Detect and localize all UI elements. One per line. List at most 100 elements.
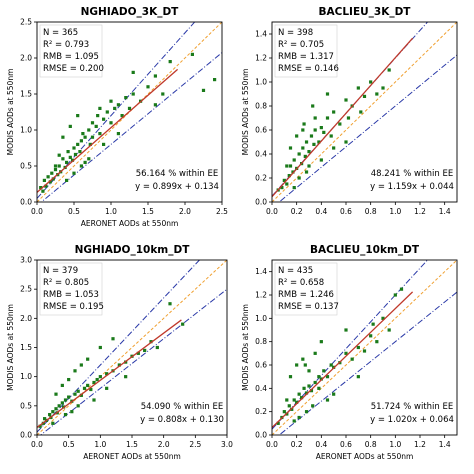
data-point <box>116 132 120 136</box>
x-tick-label: 2.5 <box>189 440 201 449</box>
data-point <box>76 114 80 118</box>
data-point <box>381 316 385 320</box>
data-point <box>60 383 64 388</box>
data-point <box>42 178 46 182</box>
data-point <box>313 128 317 132</box>
y-tick-label: 0.8 <box>255 102 267 111</box>
data-point <box>79 139 83 143</box>
data-point <box>302 386 306 390</box>
data-point <box>87 128 91 132</box>
data-point <box>332 110 336 114</box>
y-tick-label: 0.8 <box>255 337 267 346</box>
data-point <box>387 68 391 72</box>
data-point <box>73 152 78 157</box>
data-point <box>95 377 99 382</box>
data-point <box>76 404 80 408</box>
y-tick-label: 2.0 <box>20 54 32 63</box>
data-point <box>161 92 165 96</box>
y-tick-label: 0.2 <box>255 407 267 416</box>
y-tick-label: 1.2 <box>255 54 267 63</box>
one-to-one-line <box>272 22 457 202</box>
data-point <box>319 158 323 162</box>
data-point <box>57 404 61 408</box>
ee-percentage: 56.164 % within EE <box>136 169 218 179</box>
x-tick-label: 1.0 <box>389 440 401 449</box>
data-point <box>90 135 95 139</box>
data-point <box>65 178 69 182</box>
data-point <box>98 106 102 110</box>
data-point <box>88 142 92 146</box>
data-point <box>61 157 65 161</box>
x-axis-label: AERONET AODs at 550nm <box>316 452 414 461</box>
regression-line <box>37 68 179 193</box>
data-point <box>65 160 69 164</box>
data-point <box>67 377 71 382</box>
panel-title: NGHIADO_10km_DT <box>75 244 191 256</box>
y-tick-label: 0.4 <box>255 150 267 159</box>
data-point <box>332 146 336 150</box>
x-tick-label: 2.5 <box>216 207 228 216</box>
ee-lower-line <box>40 52 222 202</box>
fit-equation: y = 0.899x + 0.134 <box>135 182 219 192</box>
y-tick-label: 1.4 <box>255 30 267 39</box>
y-tick-label: 1.0 <box>255 78 267 87</box>
fit-equation: y = 1.159x + 0.044 <box>370 182 454 192</box>
ee-percentage: 54.090 % within EE <box>141 402 223 412</box>
data-point <box>67 395 71 399</box>
y-tick-label: 1.0 <box>20 126 32 135</box>
data-point <box>325 116 330 120</box>
x-tick-label: 0.0 <box>31 207 43 216</box>
data-point <box>287 404 291 408</box>
data-point <box>302 122 306 126</box>
panel-title: BACLIEU_10km_DT <box>310 244 420 256</box>
y-tick-label: 0.0 <box>255 431 267 440</box>
data-point <box>79 363 83 367</box>
data-point <box>344 140 348 144</box>
data-point <box>399 287 404 291</box>
data-point <box>131 92 135 96</box>
x-tick-label: 0.5 <box>63 440 75 449</box>
data-point <box>81 132 85 136</box>
panel-title: BACLIEU_3K_DT <box>319 6 412 18</box>
data-point <box>63 412 68 417</box>
data-point <box>213 78 217 82</box>
data-point <box>297 152 301 156</box>
y-tick-label: 1.0 <box>20 372 32 381</box>
data-point <box>92 380 96 385</box>
x-tick-label: 1.2 <box>414 207 426 216</box>
plot-frame <box>271 21 458 203</box>
data-point <box>136 351 140 355</box>
data-point <box>311 404 315 408</box>
data-point <box>285 182 289 186</box>
stats-box <box>39 24 103 78</box>
data-point <box>285 398 289 402</box>
data-point <box>48 412 52 417</box>
data-point <box>292 398 296 402</box>
data-point <box>312 142 316 146</box>
stat-line: RMSE = 0.146 <box>278 64 339 74</box>
data-point <box>68 155 72 159</box>
data-point <box>329 363 333 367</box>
data-point <box>301 357 305 361</box>
data-point <box>51 410 55 414</box>
y-tick-label: 0.5 <box>20 162 32 171</box>
ee-lower-line <box>278 291 457 435</box>
data-point <box>89 387 93 392</box>
ee-percentage: 51.724 % within EE <box>371 402 453 412</box>
x-tick-label: 1.4 <box>439 440 451 449</box>
plot-frame <box>36 21 223 203</box>
data-point <box>344 98 348 102</box>
data-point <box>43 417 47 421</box>
data-point <box>346 116 351 120</box>
plot-frame <box>271 259 458 436</box>
regression-line <box>272 37 414 198</box>
y-tick-label: 0.2 <box>255 174 267 183</box>
fit-equation: y = 0.808x + 0.130 <box>140 415 224 425</box>
y-tick-label: 0.6 <box>255 361 267 370</box>
data-point <box>124 96 128 100</box>
x-tick-label: 0.6 <box>340 440 352 449</box>
data-point <box>295 134 299 138</box>
x-tick-label: 0.8 <box>365 207 377 216</box>
data-point <box>322 130 326 134</box>
